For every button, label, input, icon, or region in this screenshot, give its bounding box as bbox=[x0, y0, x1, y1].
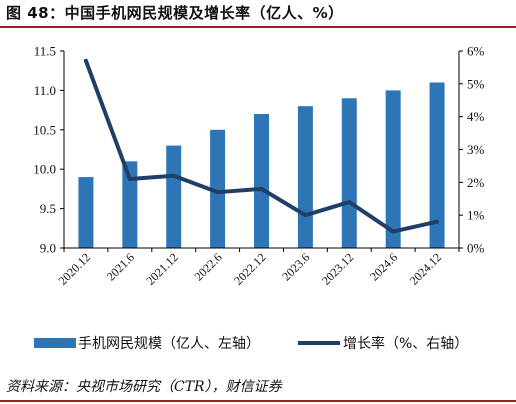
growth-rate-point bbox=[259, 186, 264, 191]
bar bbox=[166, 145, 182, 248]
y-right-tick-label: 5% bbox=[467, 76, 485, 91]
bar bbox=[210, 129, 226, 248]
bar bbox=[297, 106, 313, 248]
bar bbox=[122, 161, 138, 248]
y-left-tick-label: 10.0 bbox=[33, 162, 56, 177]
bar bbox=[78, 177, 94, 248]
y-right-tick-label: 6% bbox=[467, 44, 485, 59]
growth-rate-point bbox=[215, 190, 220, 195]
x-category-label: 2024.6 bbox=[367, 250, 400, 283]
legend: 手机网民规模（亿人、左轴） 增长率（%、右轴） bbox=[34, 335, 468, 352]
y-right-tick-label: 4% bbox=[467, 109, 485, 124]
growth-rate-point bbox=[127, 177, 132, 182]
x-category-label: 2023.12 bbox=[319, 250, 356, 287]
legend-label-line: 增长率（%、右轴） bbox=[343, 335, 468, 352]
bar bbox=[341, 98, 357, 248]
x-category-label: 2022.12 bbox=[231, 250, 268, 287]
title-rule bbox=[0, 26, 516, 28]
y-right-tick-label: 3% bbox=[467, 142, 485, 157]
x-category-label: 2022.6 bbox=[191, 250, 224, 283]
growth-rate-point bbox=[303, 213, 308, 218]
bar bbox=[385, 90, 401, 249]
x-category-label: 2023.6 bbox=[279, 250, 312, 283]
y-right-tick-label: 2% bbox=[467, 175, 485, 190]
bar bbox=[429, 82, 445, 249]
legend-swatch-bar bbox=[34, 338, 76, 348]
y-right-tick-label: 1% bbox=[467, 208, 485, 223]
line-series bbox=[83, 58, 440, 234]
bar-series bbox=[78, 82, 445, 249]
growth-rate-point bbox=[391, 229, 396, 234]
legend-label-bar: 手机网民规模（亿人、左轴） bbox=[78, 336, 260, 352]
y-left-tick-label: 10.5 bbox=[33, 122, 56, 137]
growth-rate-point bbox=[83, 58, 88, 63]
y-left-tick-label: 9.5 bbox=[40, 201, 56, 216]
x-category-label: 2020.12 bbox=[56, 250, 93, 287]
figure-title: 图 48：中国手机网民规模及增长率（亿人、%） bbox=[6, 4, 344, 22]
chart: 9.0 9.5 10.0 10.5 11.0 11.5 0% 1% 2% 3% 4% 5% 6% 2020… bbox=[33, 44, 485, 353]
axes bbox=[60, 50, 463, 252]
y-left-tick-label: 11.5 bbox=[34, 44, 56, 59]
x-category-label: 2024.12 bbox=[407, 250, 444, 287]
x-category-label: 2021.12 bbox=[143, 250, 180, 287]
bar bbox=[254, 114, 269, 248]
growth-rate-point bbox=[347, 200, 352, 205]
source-note: 资料来源：央视市场研究（CTR），财信证券 bbox=[6, 379, 282, 395]
y-left-tick-label: 9.0 bbox=[40, 241, 56, 256]
y-right-tick-label: 0% bbox=[467, 241, 485, 256]
growth-rate-point bbox=[171, 173, 176, 178]
y-left-tick-label: 11.0 bbox=[34, 83, 56, 98]
x-category-label: 2021.6 bbox=[104, 250, 137, 283]
bottom-rule bbox=[0, 400, 516, 402]
growth-rate-point bbox=[435, 219, 440, 224]
